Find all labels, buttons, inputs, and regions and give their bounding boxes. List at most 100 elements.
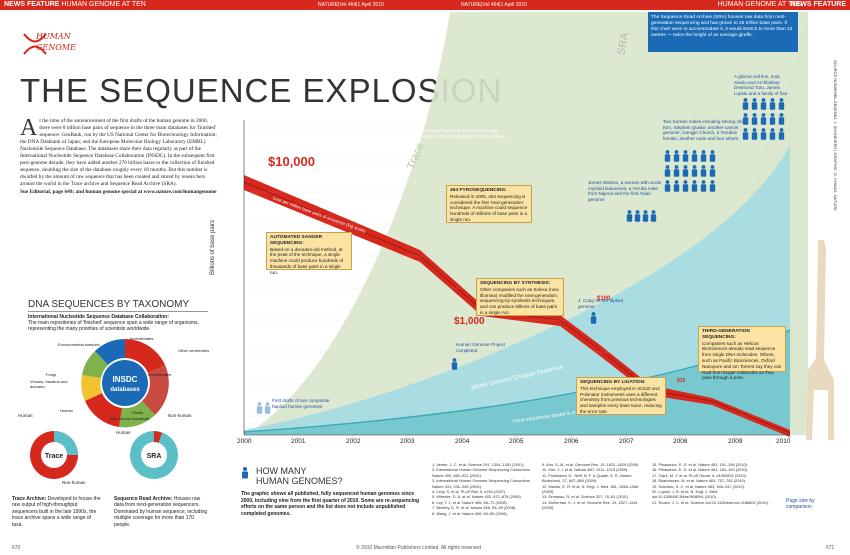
sra-donut-chart: SRA bbox=[130, 431, 178, 479]
person-icon bbox=[709, 150, 716, 162]
trace-description: Trace Archive: Developed to house the ra… bbox=[12, 496, 102, 528]
person-icon bbox=[264, 402, 271, 414]
header-folio-left: NATURE|Vol 464|1 April 2010 bbox=[318, 2, 384, 8]
person-icon bbox=[700, 150, 707, 162]
person-icon bbox=[769, 113, 776, 125]
trace-annotation: The Trace archive, started in 2000, hous… bbox=[402, 128, 506, 145]
x-tick-2008: 2008 bbox=[673, 438, 688, 445]
reference-item: 19. Schuster, S. C. et al. Nature 463, 9… bbox=[652, 483, 746, 489]
insdc-label-2: Viruses, bacteria and archaea bbox=[30, 379, 68, 389]
reference-item: 13. Drmanac, R. et al. Science 327, 78–8… bbox=[542, 494, 629, 500]
intro-paragraph: A t the time of the announcement of the … bbox=[20, 116, 217, 196]
ligation-text: This technique employed in SOLiD and Pol… bbox=[580, 385, 662, 414]
dna-helix-icon bbox=[23, 33, 47, 55]
taxonomy-subheading: International Nucleotide Sequence Databa… bbox=[28, 314, 169, 320]
reference-item: 12. Mardis, E. R. et al. N. Engl. J. Med… bbox=[542, 483, 639, 495]
header-bar-left: NEWS FEATURE HUMAN GENOME AT TEN NATURE|… bbox=[0, 0, 425, 10]
insdc-label-0: Invertebrates bbox=[130, 336, 154, 341]
header-bar-right: NATURE|Vol 464|1 April 2010 HUMAN GENOME… bbox=[425, 0, 850, 10]
how-many-title-1: HOW MANY bbox=[256, 466, 307, 476]
x-tick-2006: 2006 bbox=[564, 438, 579, 445]
sra-human-label: Human bbox=[116, 430, 131, 435]
third-generation-box: THIRD-GENERATION SEQUENCING: Companies s… bbox=[698, 326, 786, 380]
person-icon bbox=[778, 113, 785, 125]
cost-label-100: $100 bbox=[597, 296, 611, 302]
donut-slice-environmental bbox=[95, 339, 125, 365]
synthesis-title: SEQUENCING BY SYNTHESIS: bbox=[480, 281, 551, 286]
person-icon bbox=[760, 98, 767, 110]
person-icon bbox=[742, 98, 749, 110]
trace-desc-text: Developed to house the raw output of hig… bbox=[12, 496, 101, 528]
hgp-complete-annotation: Human Genome Project completed bbox=[456, 342, 506, 353]
donut-slice-mammals bbox=[142, 365, 169, 415]
person-icon bbox=[700, 165, 707, 177]
ligation-title: SEQUENCING BY LIGATION: bbox=[580, 380, 646, 385]
venter-annotation: J. Craig Venter diploid genome bbox=[578, 298, 623, 309]
reference-item: 21. Roach, J. C. et al. Science doi:10.1… bbox=[652, 499, 770, 505]
reference-item: 18. Rasmussen, M. et al. Nature 463, 757… bbox=[652, 478, 747, 484]
donut-slice-bacteria bbox=[81, 375, 102, 401]
taxonomy-heading: DNA SEQUENCES BY TAXONOMY bbox=[28, 299, 190, 310]
watson-annotation: James Watson, a woman with acute myeloid… bbox=[588, 180, 662, 202]
person-icon bbox=[778, 98, 785, 110]
insdc-label-7: Non-human mammals bbox=[110, 416, 150, 421]
references-column-3: 15. Pleasance, E. D. et al. Nature 463, … bbox=[652, 462, 770, 505]
person-icon bbox=[760, 113, 767, 125]
logo-line2: GENOME bbox=[36, 43, 76, 52]
automated-title: AUTOMATED SANGER SEQUENCING: bbox=[270, 235, 323, 246]
cost-band bbox=[244, 175, 790, 437]
trace-center-label: Trace bbox=[45, 453, 63, 460]
insdc-label-6: Invertebrates bbox=[148, 372, 172, 377]
person-icon bbox=[691, 180, 698, 192]
automated-sanger-box: AUTOMATED SANGER SEQUENCING: Based on a … bbox=[266, 232, 352, 275]
insdc-center-label-2: databases bbox=[110, 387, 140, 393]
giraffe-silhouette bbox=[800, 240, 840, 440]
sra-desc-text: Houses raw data from next-generation seq… bbox=[114, 496, 208, 528]
third-text: Companies such as Helicos BioSciences al… bbox=[702, 340, 782, 381]
synthesis-box: SEQUENCING BY SYNTHESIS: Other companies… bbox=[476, 278, 564, 316]
reference-item: 20. Lupski, J. R. et al. N. Engl. J. Med… bbox=[652, 489, 719, 500]
person-icon bbox=[760, 128, 767, 140]
person-icon bbox=[769, 98, 776, 110]
person-icon bbox=[673, 150, 680, 162]
person-icon bbox=[590, 312, 597, 324]
person-icon bbox=[742, 113, 749, 125]
reference-item: 4. Levy, S. et al. PLoS Biol. 5, e254 (2… bbox=[432, 489, 507, 495]
taxonomy-rule bbox=[28, 311, 208, 312]
trace-donut-chart: Trace bbox=[30, 431, 78, 479]
donut-slice-plants bbox=[119, 401, 155, 428]
insdc-label-5: Plants bbox=[132, 410, 144, 415]
person-legend-icon bbox=[241, 466, 249, 479]
references-column-2: 9. Ahn, S.-M. et al. Genome Res. 19, 162… bbox=[542, 462, 650, 511]
person-icon bbox=[451, 358, 458, 370]
how-many-text: The graphic shows all published, fully s… bbox=[241, 491, 420, 517]
reference-item: 1. Venter, J. C. et al. Science 291, 130… bbox=[432, 462, 525, 467]
page-number-left: 670 bbox=[12, 545, 21, 551]
person-icon bbox=[682, 165, 689, 177]
trace-desc-title: Trace Archive: bbox=[12, 496, 47, 502]
x-tick-2003: 2003 bbox=[400, 438, 415, 445]
x-tick-2000: 2000 bbox=[237, 438, 252, 445]
korean-annotation: Two Korean males including Seong-Jin Kim… bbox=[663, 119, 743, 141]
x-tick-2007: 2007 bbox=[619, 438, 634, 445]
reference-item: 5. Wheeler, D. A. et al. Nature 452, 872… bbox=[432, 494, 522, 500]
page-size-note: Page size by comparison bbox=[786, 498, 815, 510]
reference-item: 9. Ahn, S.-M. et al. Genome Res. 19, 162… bbox=[542, 462, 640, 467]
person-icon bbox=[682, 150, 689, 162]
reference-item: 3. International Human Genome Sequencing… bbox=[432, 478, 530, 489]
insdc-center-label-1: INSDC bbox=[113, 375, 138, 384]
references-column-1: 1. Venter, J. C. et al. Science 291, 130… bbox=[432, 462, 542, 516]
insdc-label-8: Other vertebrates bbox=[178, 348, 210, 353]
person-icon bbox=[769, 128, 776, 140]
insdc-donut-chart: INSDC databases bbox=[81, 339, 169, 428]
x-tick-2009: 2009 bbox=[728, 438, 743, 445]
sra-nonhuman-label: Non-human bbox=[168, 413, 192, 418]
source-credit: SOURCE NCBI/EMBL-EBI/DDBJ, J. SCHNEIDER … bbox=[833, 60, 838, 211]
x-tick-2004: 2004 bbox=[455, 438, 470, 445]
x-tick-2005: 2005 bbox=[509, 438, 524, 445]
synthesis-text: Other companies such as Solexa (now Illu… bbox=[480, 286, 559, 315]
person-icon bbox=[751, 113, 758, 125]
glioma-annotation: A glioma cell line, Inuit, Xiaolu and Ar… bbox=[734, 74, 788, 96]
p454-title: 454 PYROSEQUENCING: bbox=[450, 188, 507, 193]
logo-line1: HUMAN bbox=[36, 32, 71, 41]
